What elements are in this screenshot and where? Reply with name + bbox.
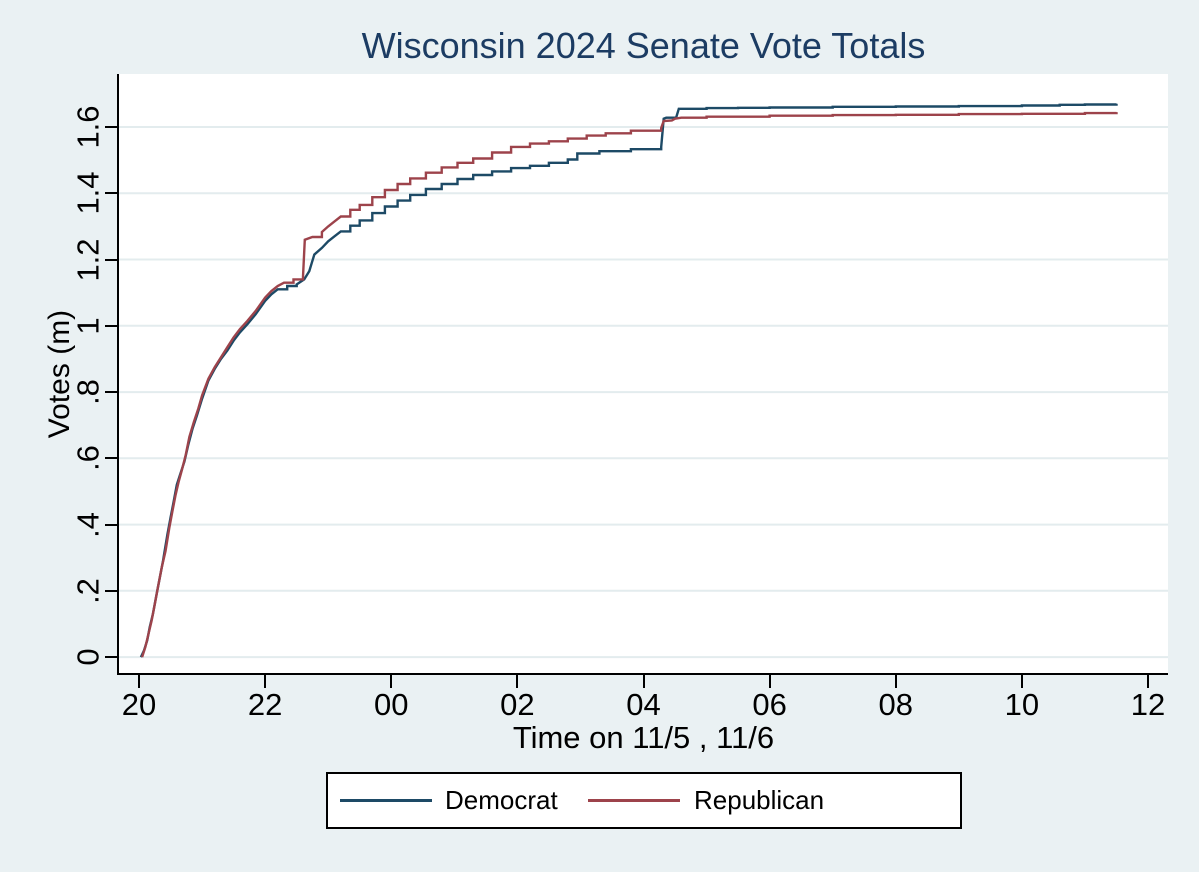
x-tick-mark [390,675,393,688]
x-tick-mark [1147,675,1149,688]
y-axis-title: Votes (m) [43,309,76,439]
y-tick-label: 1.2 [70,237,106,282]
x-tick-mark [642,675,645,688]
x-tick-label: 04 [626,687,661,722]
x-tick-label: 00 [373,687,409,722]
x-tick-label: 02 [500,687,535,722]
legend-swatch-republican [588,799,680,802]
x-tick-label: 10 [1004,687,1040,722]
y-tick-mark [105,324,119,327]
y-tick-mark [105,258,119,261]
x-tick-label: 20 [121,687,157,722]
x-tick-mark [1020,675,1023,688]
x-tick-label: 06 [752,687,787,722]
y-tick-label: .4 [70,511,106,538]
x-tick-label: 12 [1130,687,1166,722]
x-tick-mark [894,675,897,688]
democrat-series-line [139,103,1118,658]
x-tick-mark [768,675,771,688]
y-tick-label: 0 [70,648,106,666]
x-tick-mark [137,675,140,688]
x-tick-label: 08 [878,687,913,722]
y-tick-label: .6 [70,445,106,472]
legend-label-democrat: Democrat [445,785,558,815]
y-tick-label: .2 [70,577,106,604]
y-tick-mark [105,192,119,195]
y-tick-mark [105,656,119,659]
plot-area [117,74,1168,675]
y-tick-label: 1.4 [70,171,106,215]
y-tick-mark [105,126,119,128]
legend: Democrat Republican [326,772,962,829]
y-tick-mark [105,523,119,526]
legend-label-republican: Republican [694,785,825,815]
y-tick-mark [105,589,119,592]
y-tick-mark [105,457,119,460]
x-axis-title: Time on 11/5 , 11/6 [512,720,775,755]
y-tick-label: 1.6 [70,105,106,149]
x-tick-label: 22 [247,687,283,722]
y-tick-mark [105,391,119,394]
x-tick-mark [264,675,267,688]
republican-series-line [140,111,1118,658]
y-tick-label: 1 [70,317,106,335]
plot-svg [119,103,1168,659]
y-tick-label: .8 [70,379,106,405]
chart-title: Wisconsin 2024 Senate Vote Totals [361,25,926,66]
legend-swatch-democrat [340,799,432,802]
x-tick-mark [516,675,519,688]
